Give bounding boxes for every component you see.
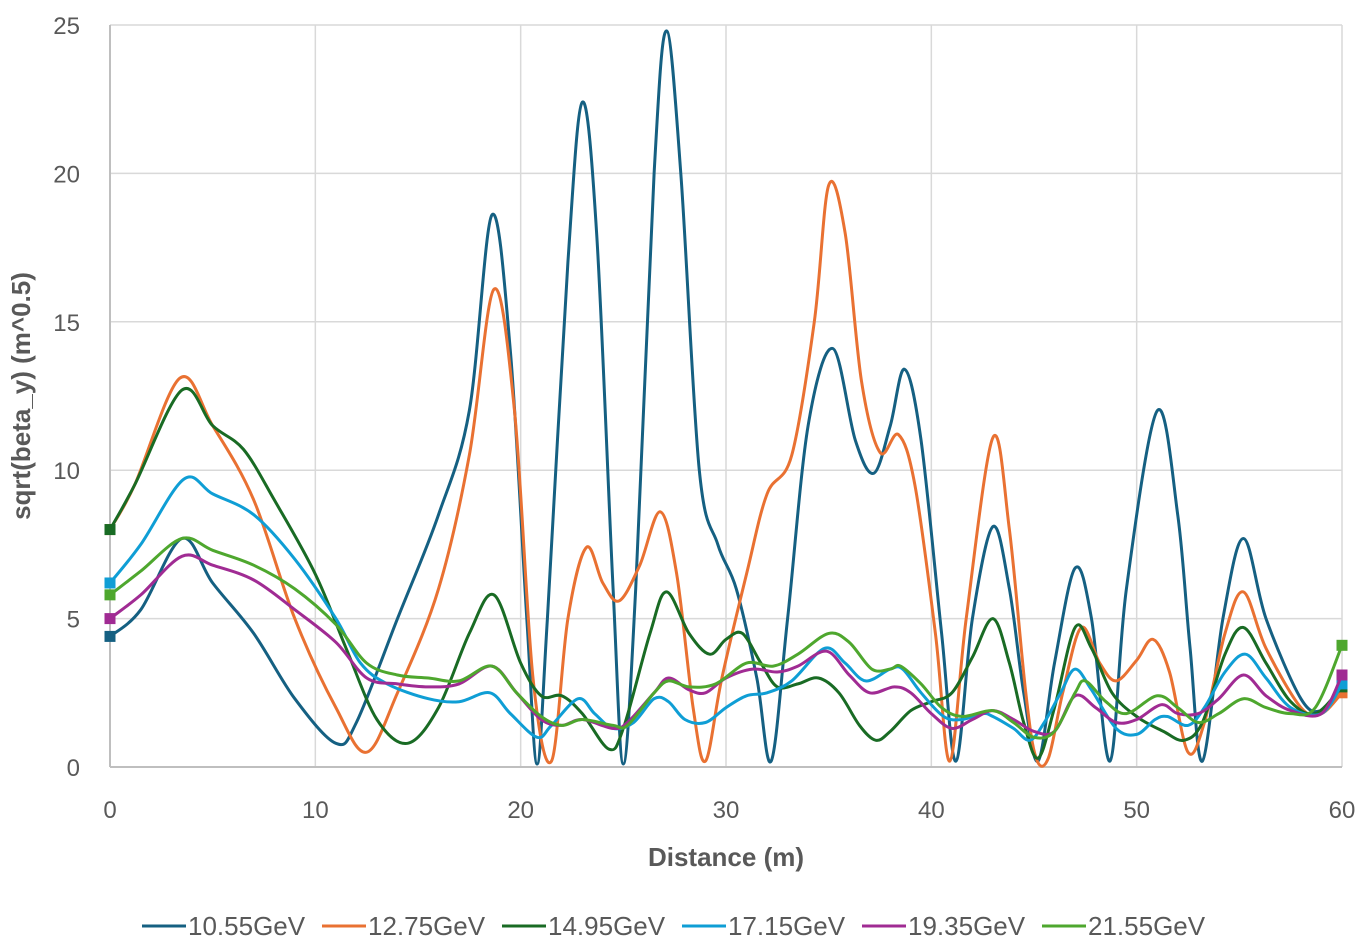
end-marker-19-35gev — [1336, 669, 1348, 681]
series-line-19-35gev — [109, 553, 1344, 737]
legend-item-17-15gev: 17.15GeV — [682, 911, 846, 941]
y-tick-label: 20 — [53, 161, 80, 188]
tick-labels: 0 5 10 15 20 25 0 10 20 30 40 50 60 — [53, 13, 1355, 824]
x-tick-label: 60 — [1329, 797, 1356, 824]
end-marker-12-75gev — [1336, 687, 1348, 699]
x-tick-label: 0 — [103, 797, 116, 824]
series-line-21-55gev — [109, 536, 1344, 740]
y-axis-title: sqrt(beta_y) (m^0.5) — [6, 272, 36, 520]
start-marker-17-15gev — [104, 577, 116, 589]
series-line-12-75gev — [108, 180, 1344, 768]
start-marker-10-55gev — [104, 630, 116, 642]
start-marker-19-35gev — [104, 613, 116, 625]
legend-item-12-75gev: 12.75GeV — [322, 911, 486, 941]
start-marker-21-55gev — [104, 589, 116, 601]
legend-item-21-55gev: 21.55GeV — [1042, 911, 1206, 941]
y-tick-label: 15 — [53, 310, 80, 337]
legend-item-14-95gev: 14.95GeV — [502, 911, 666, 941]
legend-label: 21.55GeV — [1088, 911, 1206, 941]
series-line-17-15gev — [108, 475, 1344, 742]
legend-label: 19.35GeV — [908, 911, 1026, 941]
series-lines — [104, 29, 1348, 768]
end-marker-21-55gev — [1336, 639, 1348, 651]
start-marker-14-95gev — [104, 524, 116, 536]
legend: 10.55GeV 12.75GeV 14.95GeV 17.15GeV 19.35GeV… — [142, 911, 1206, 941]
y-tick-label: 5 — [67, 607, 80, 634]
legend-label: 17.15GeV — [728, 911, 846, 941]
x-tick-label: 50 — [1123, 797, 1150, 824]
x-axis-title: Distance (m) — [648, 842, 804, 872]
legend-item-19-35gev: 19.35GeV — [862, 911, 1026, 941]
x-tick-label: 20 — [507, 797, 534, 824]
x-tick-label: 10 — [302, 797, 329, 824]
legend-label: 12.75GeV — [368, 911, 486, 941]
x-tick-label: 40 — [918, 797, 945, 824]
legend-item-10-55gev: 10.55GeV — [142, 911, 306, 941]
y-tick-label: 25 — [53, 13, 80, 40]
series-line-10-55gev — [109, 29, 1344, 766]
axes — [109, 25, 1342, 768]
series-line-14-95gev — [108, 386, 1344, 760]
legend-label: 14.95GeV — [548, 911, 666, 941]
end-marker-17-15gev — [1336, 678, 1348, 690]
legend-label: 10.55GeV — [188, 911, 306, 941]
y-tick-label: 0 — [67, 755, 80, 782]
x-tick-label: 30 — [713, 797, 740, 824]
gridlines — [110, 24, 1343, 767]
y-tick-label: 10 — [53, 458, 80, 485]
